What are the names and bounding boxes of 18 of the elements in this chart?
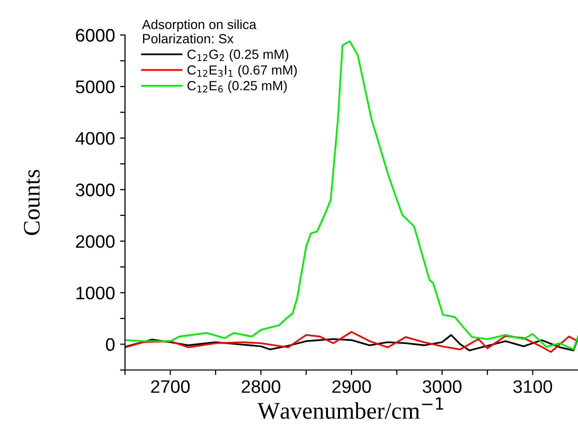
y-tick-label: 2000: [76, 235, 115, 248]
y-tick-label: 6000: [76, 28, 115, 42]
legend-title: Adsorption on silica Polarization: Sx: [142, 19, 256, 44]
y-tick-label: 5000: [76, 80, 115, 94]
y-axis-title: Counts: [24, 170, 40, 235]
x-axis-title: Wavenumber/cm$^{−1}$: [258, 398, 444, 419]
legend-label: C$_{12}$E$_{6}$ (0.25 mM): [188, 80, 287, 93]
y-tick-label: 0: [106, 338, 115, 351]
x-tick-label: 2700: [151, 380, 190, 393]
legend-label: C$_{12}$G$_{2}$ (0.25 mM): [188, 49, 288, 62]
y-tick-label: 4000: [76, 132, 115, 145]
x-tick-label: 2800: [242, 380, 280, 393]
y-tick-label: 3000: [76, 184, 115, 196]
x-tick-label: 3100: [513, 380, 552, 393]
x-tick-label: 2900: [332, 380, 371, 393]
legend-label: C$_{12}$E$_{3}$I$_{1}$ (0.67 mM): [188, 64, 297, 78]
y-tick-label: 1000: [76, 286, 115, 300]
x-tick-label: 3000: [422, 380, 462, 393]
